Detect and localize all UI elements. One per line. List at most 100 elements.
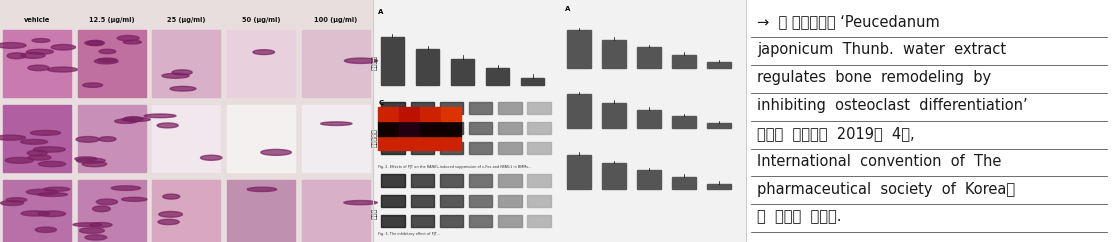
Bar <box>302 30 370 97</box>
Ellipse shape <box>79 228 105 234</box>
Bar <box>411 102 434 114</box>
Ellipse shape <box>92 206 110 212</box>
Ellipse shape <box>97 199 118 205</box>
Text: 이라는  제목으로  2019년  4월,: 이라는 제목으로 2019년 4월, <box>757 126 915 141</box>
Bar <box>499 215 522 227</box>
Ellipse shape <box>73 223 101 227</box>
Bar <box>442 136 461 150</box>
Bar <box>638 47 661 68</box>
Ellipse shape <box>32 38 50 42</box>
Ellipse shape <box>28 65 49 71</box>
Bar <box>411 142 434 154</box>
Bar <box>708 184 731 189</box>
Ellipse shape <box>76 136 99 142</box>
Text: 배양용: 배양용 <box>372 207 377 219</box>
Ellipse shape <box>0 135 26 140</box>
Text: A: A <box>378 8 384 15</box>
Bar <box>411 195 434 207</box>
Bar <box>421 107 441 121</box>
Bar <box>227 180 295 242</box>
Bar <box>152 105 220 172</box>
Bar <box>638 110 661 128</box>
Text: regulates  bone  remodeling  by: regulates bone remodeling by <box>757 70 991 85</box>
Ellipse shape <box>7 53 26 59</box>
Bar <box>3 180 71 242</box>
Ellipse shape <box>124 40 141 44</box>
Ellipse shape <box>170 86 196 91</box>
Ellipse shape <box>200 155 221 160</box>
Bar <box>499 195 522 207</box>
Bar <box>440 215 463 227</box>
Bar <box>602 103 626 128</box>
Ellipse shape <box>162 194 179 199</box>
Ellipse shape <box>121 197 147 201</box>
Bar <box>382 215 405 227</box>
Text: A: A <box>565 6 570 12</box>
Bar <box>382 102 405 114</box>
Bar <box>602 163 626 189</box>
Ellipse shape <box>82 83 102 87</box>
Bar <box>152 180 220 242</box>
Ellipse shape <box>51 45 76 50</box>
Bar <box>373 0 746 242</box>
Bar <box>442 121 461 136</box>
Ellipse shape <box>28 155 51 160</box>
Bar <box>382 122 405 134</box>
Ellipse shape <box>162 73 189 78</box>
Bar <box>568 155 591 189</box>
Bar <box>708 62 731 68</box>
Ellipse shape <box>38 193 68 197</box>
Ellipse shape <box>48 67 78 72</box>
Ellipse shape <box>99 137 116 142</box>
Bar <box>528 195 551 207</box>
Ellipse shape <box>344 58 377 63</box>
Ellipse shape <box>21 139 48 144</box>
Ellipse shape <box>27 189 58 195</box>
Ellipse shape <box>90 223 112 227</box>
Bar <box>528 215 551 227</box>
Bar <box>442 107 461 121</box>
Bar <box>400 136 420 150</box>
Bar <box>440 142 463 154</box>
Ellipse shape <box>157 123 178 128</box>
Text: inhibiting  osteoclast  differentiation’: inhibiting osteoclast differentiation’ <box>757 98 1027 113</box>
Ellipse shape <box>0 43 26 48</box>
Bar <box>3 30 71 97</box>
Ellipse shape <box>6 157 33 163</box>
Bar <box>152 30 220 97</box>
Ellipse shape <box>36 227 57 232</box>
Bar <box>568 94 591 128</box>
Ellipse shape <box>85 41 104 45</box>
Bar <box>78 105 146 172</box>
Bar <box>469 122 492 134</box>
Bar <box>440 174 463 187</box>
Bar <box>227 105 295 172</box>
Ellipse shape <box>117 36 139 41</box>
Ellipse shape <box>321 122 352 126</box>
Bar <box>400 107 420 121</box>
Ellipse shape <box>159 212 183 217</box>
Ellipse shape <box>77 158 105 163</box>
Ellipse shape <box>38 211 66 217</box>
Bar <box>227 30 295 97</box>
Bar <box>302 105 370 172</box>
Bar <box>381 37 404 85</box>
Bar <box>378 107 398 121</box>
Bar <box>528 174 551 187</box>
Ellipse shape <box>33 147 66 152</box>
Bar <box>602 40 626 68</box>
Ellipse shape <box>158 219 179 225</box>
Text: 서  포스터  발표함.: 서 포스터 발표함. <box>757 209 841 224</box>
Bar <box>382 174 405 187</box>
Bar <box>378 136 398 150</box>
Bar <box>378 121 398 136</box>
Ellipse shape <box>247 187 277 191</box>
Bar <box>672 55 696 68</box>
Bar <box>528 142 551 154</box>
Bar <box>0 0 373 242</box>
Text: 서울대학교: 서울대학교 <box>372 129 377 147</box>
Text: Fig. 3. The inhibitory effect of PJT...: Fig. 3. The inhibitory effect of PJT... <box>378 232 441 236</box>
Bar <box>746 0 1113 242</box>
Bar <box>499 122 522 134</box>
Bar <box>411 215 434 227</box>
